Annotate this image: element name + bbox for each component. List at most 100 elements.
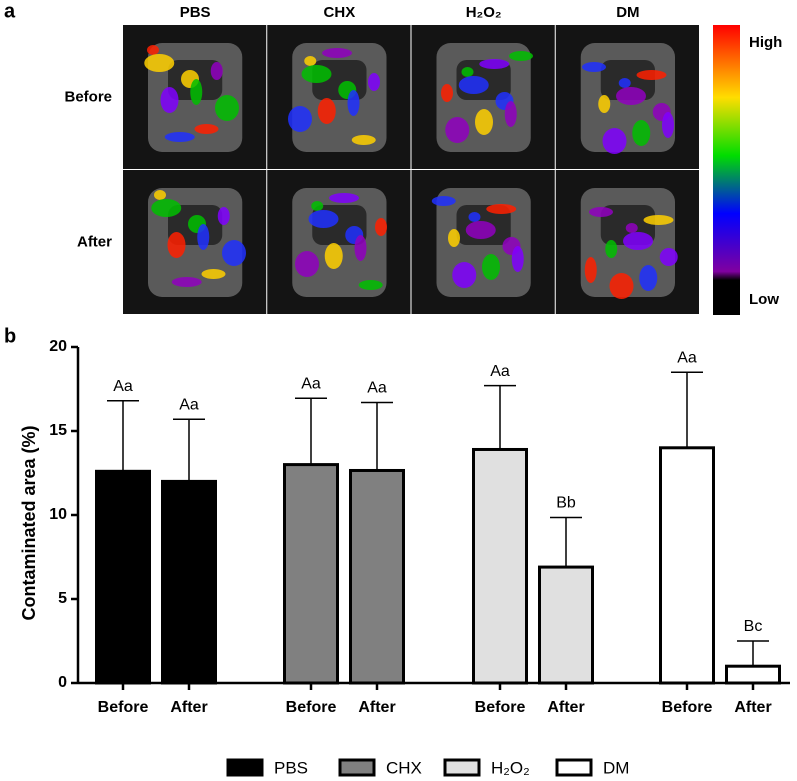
- heat-spot: [151, 199, 182, 217]
- heat-spot: [210, 62, 223, 80]
- colorbar-low: Low: [749, 291, 779, 308]
- x-tick-label: After: [358, 699, 395, 716]
- legend-swatch: [338, 758, 376, 777]
- legend-swatch: [555, 758, 593, 777]
- heat-spot: [190, 79, 203, 105]
- bar: [472, 447, 528, 685]
- heat-spot: [201, 269, 226, 279]
- heat-spot: [368, 73, 380, 91]
- row-label: After: [77, 233, 112, 250]
- heat-spot: [351, 135, 376, 145]
- x-tick-label: After: [547, 699, 584, 716]
- heat-spot: [144, 54, 175, 72]
- x-tick-label: Before: [98, 699, 149, 716]
- y-tick-label: 5: [58, 590, 67, 607]
- column-label: DM: [616, 4, 639, 21]
- panel-label: b: [4, 325, 16, 347]
- heat-spot: [194, 124, 219, 134]
- heat-spot: [375, 218, 387, 236]
- heat-spot: [609, 273, 634, 299]
- significance-label: Bb: [556, 495, 576, 512]
- heat-spot: [616, 87, 646, 105]
- column-label: PBS: [180, 4, 211, 21]
- column-label: CHX: [324, 4, 356, 21]
- x-tick-label: After: [170, 699, 207, 716]
- heat-spot: [659, 248, 678, 266]
- row-label: Before: [64, 88, 112, 105]
- heat-spot: [618, 78, 631, 88]
- heat-spot: [301, 65, 332, 83]
- heat-spot: [324, 243, 343, 269]
- x-tick-label: Before: [475, 699, 526, 716]
- heat-spot: [475, 109, 493, 135]
- heat-spot: [509, 51, 533, 61]
- heat-spot: [482, 254, 500, 280]
- colorbar: [713, 25, 740, 315]
- heat-spot: [288, 106, 312, 132]
- panel-label: a: [4, 0, 16, 22]
- column-label: H₂O₂: [466, 4, 502, 21]
- y-tick-label: 20: [49, 338, 67, 355]
- heat-spot: [167, 232, 186, 258]
- legend-label: H₂O₂: [491, 758, 530, 777]
- panel-b: b Contaminated area (%) 0 5 10 15 20 Aa Before Aa…: [4, 325, 790, 777]
- significance-label: Aa: [113, 378, 133, 395]
- heat-spot: [311, 201, 324, 211]
- heat-spot: [623, 232, 653, 250]
- bar: [283, 463, 339, 685]
- heat-spot: [197, 224, 210, 250]
- heat-spot: [441, 84, 453, 102]
- heat-spot: [465, 221, 496, 239]
- heat-spot: [479, 59, 510, 69]
- heat-spot: [164, 132, 195, 142]
- significance-label: Aa: [301, 375, 321, 392]
- heat-spot: [643, 215, 674, 225]
- heat-spot: [452, 262, 477, 288]
- heat-spot: [431, 196, 456, 206]
- heat-spot: [317, 98, 336, 124]
- heat-spot: [154, 190, 166, 200]
- heat-spot: [589, 207, 613, 217]
- heat-spot: [602, 128, 627, 154]
- heat-spot: [354, 235, 367, 261]
- heat-spot: [584, 257, 597, 283]
- heat-spot: [217, 207, 230, 225]
- bar: [538, 565, 594, 685]
- significance-label: Aa: [490, 363, 510, 380]
- y-tick-label: 15: [49, 422, 67, 439]
- heat-spot: [625, 223, 638, 233]
- heat-spot: [322, 48, 352, 58]
- heat-spot: [632, 120, 651, 146]
- legend-swatch: [226, 758, 264, 777]
- x-tick-label: Before: [662, 699, 713, 716]
- heat-spot: [504, 101, 517, 127]
- legend-label: DM: [603, 758, 629, 777]
- x-tick-label: Before: [286, 699, 337, 716]
- heat-spot: [215, 95, 239, 121]
- colorbar-high: High: [749, 34, 782, 51]
- bar: [659, 446, 715, 685]
- y-tick-label: 10: [49, 506, 67, 523]
- heat-spot: [347, 90, 360, 116]
- bar: [349, 468, 405, 685]
- legend-label: PBS: [274, 758, 308, 777]
- heat-spot: [461, 67, 474, 77]
- heat-spot: [222, 240, 246, 266]
- heat-spot: [662, 112, 674, 138]
- significance-label: Bc: [744, 618, 763, 635]
- heat-spot: [468, 212, 481, 222]
- y-tick-label: 0: [58, 674, 67, 691]
- heat-spot: [295, 251, 319, 277]
- heat-spot: [605, 240, 618, 258]
- heat-spot: [486, 204, 517, 214]
- heat-spot: [329, 193, 359, 203]
- heat-spot: [304, 56, 317, 66]
- heat-spot: [636, 70, 667, 80]
- significance-label: Aa: [367, 380, 387, 397]
- heat-spot: [358, 280, 383, 290]
- heat-spot: [448, 229, 460, 247]
- legend-label: CHX: [386, 758, 422, 777]
- significance-label: Aa: [677, 349, 697, 366]
- significance-label: Aa: [179, 396, 199, 413]
